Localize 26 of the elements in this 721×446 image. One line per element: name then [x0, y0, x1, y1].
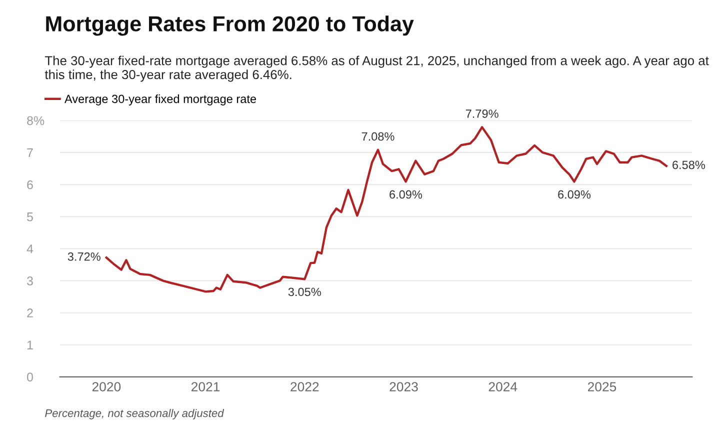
y-tick-label: 8% — [27, 116, 44, 126]
annotation: 7.79% — [466, 110, 498, 118]
y-tick-label: 1 — [27, 340, 33, 350]
x-tick-label: 2023 — [390, 382, 418, 392]
y-tick-label: 0 — [27, 372, 33, 382]
x-tick-label: 2021 — [192, 382, 220, 392]
y-tick-label: 2 — [27, 308, 33, 318]
x-tick-label: 2022 — [290, 382, 319, 392]
x-tick-label: 2020 — [92, 382, 121, 392]
annotation: 6.58% — [672, 160, 705, 170]
chart-subtitle: The 30-year fixed-rate mortgage averaged 6.58% as of August 21, 2025, unchanged from a week ago. A year ago at this time, the 30-year rate averaged 6.46%. — [44, 56, 709, 82]
annotation: 6.09% — [390, 190, 422, 199]
y-tick-label: 7 — [27, 148, 33, 158]
y-tick-label: 5 — [27, 212, 33, 222]
y-tick-label: 4 — [26, 244, 34, 254]
annotation: 7.08% — [362, 132, 394, 141]
x-tick-label: 2025 — [588, 382, 616, 392]
annotation: 6.09% — [558, 190, 591, 199]
legend-label: Average 30-year fixed mortgage rate — [64, 94, 256, 106]
annotation: 3.72% — [68, 252, 100, 261]
y-tick-label: 6 — [27, 180, 33, 190]
y-tick-label: 3 — [26, 276, 33, 286]
x-tick-label: 2024 — [488, 382, 518, 392]
annotation: 3.05% — [288, 288, 321, 296]
text: Percentage, not seasonally adjusted — [45, 408, 224, 420]
chart-title: Mortgage Rates From 2020 to Today — [46, 16, 414, 36]
